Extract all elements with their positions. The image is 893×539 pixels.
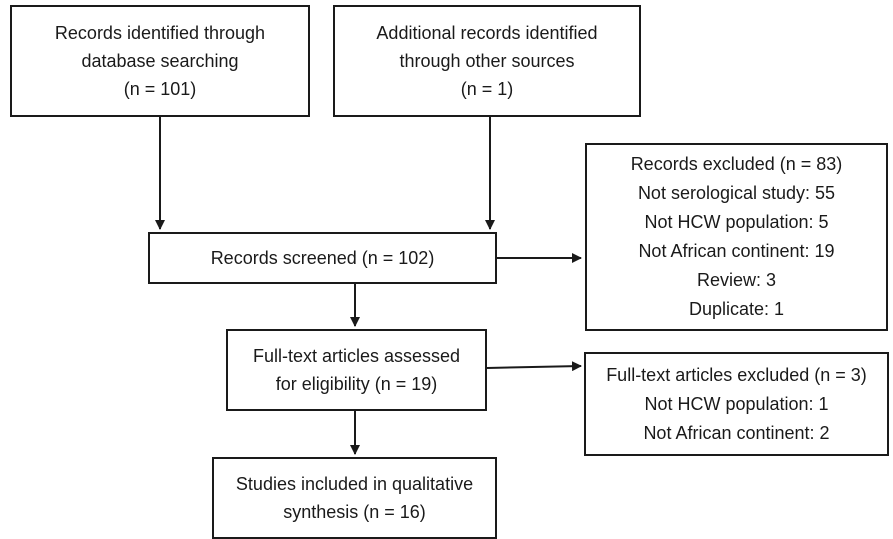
records-excluded-line-1: Records excluded (n = 83) bbox=[630, 154, 843, 174]
records-database-line-2: database searching bbox=[81, 51, 239, 71]
arrow-fulltext-to-excluded bbox=[486, 361, 582, 372]
records-database-line-3: (n = 101) bbox=[123, 79, 197, 99]
studies-included-box: Studies included in qualitative synthesi… bbox=[212, 457, 497, 539]
fulltext-excluded-box: Full-text articles excluded (n = 3) Not … bbox=[584, 352, 889, 456]
fulltext-assessed-line-1: Full-text articles assessed bbox=[252, 346, 461, 366]
records-other-line-1: Additional records identified bbox=[376, 23, 598, 43]
records-excluded-line-4: Not African continent: 19 bbox=[638, 241, 835, 261]
fulltext-excluded-line-2: Not HCW population: 1 bbox=[644, 393, 829, 414]
records-excluded-line-3: Not HCW population: 5 bbox=[644, 212, 829, 232]
records-excluded-line-6: Duplicate: 1 bbox=[688, 299, 785, 319]
fulltext-assessed-box: Full-text articles assessed for eligibil… bbox=[226, 329, 487, 411]
records-excluded-line-5: Review: 3 bbox=[696, 270, 777, 290]
records-excluded-box: Records excluded (n = 83) Not serologica… bbox=[585, 143, 888, 331]
fulltext-excluded-line-3: Not African continent: 2 bbox=[643, 422, 830, 443]
records-excluded-line-2: Not serological study: 55 bbox=[637, 183, 836, 203]
studies-included-line-2: synthesis (n = 16) bbox=[283, 502, 426, 522]
records-other-line-3: (n = 1) bbox=[460, 79, 514, 99]
fulltext-excluded-line-1: Full-text articles excluded (n = 3) bbox=[606, 364, 867, 385]
fulltext-assessed-line-2: for eligibility (n = 19) bbox=[275, 374, 438, 394]
records-screened-line-1: Records screened (n = 102) bbox=[210, 248, 435, 268]
records-other-sources-box: Additional records identified through ot… bbox=[333, 5, 641, 117]
records-screened-box: Records screened (n = 102) bbox=[148, 232, 497, 284]
studies-included-line-1: Studies included in qualitative bbox=[235, 474, 474, 494]
records-other-line-2: through other sources bbox=[399, 51, 575, 71]
records-database-line-1: Records identified through bbox=[54, 23, 266, 43]
records-database-box: Records identified through database sear… bbox=[10, 5, 310, 117]
